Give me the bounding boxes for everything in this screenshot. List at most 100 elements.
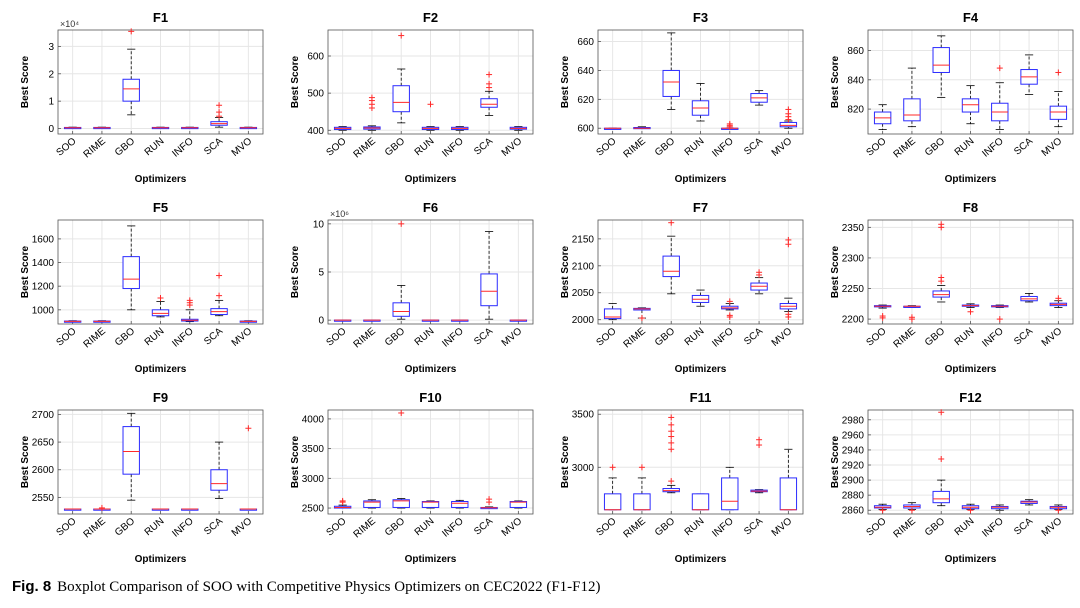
y-axis-label: Best Score bbox=[290, 55, 301, 108]
outlier-marker bbox=[785, 311, 792, 318]
iqr-box bbox=[961, 98, 980, 113]
axis-exponent: ×10⁴ bbox=[60, 19, 79, 29]
outlier-marker bbox=[216, 109, 223, 116]
chart-title: F3 bbox=[693, 10, 708, 25]
x-tick-label: MVO bbox=[1040, 516, 1065, 539]
x-tick-label: INFO bbox=[440, 136, 466, 160]
box-info bbox=[721, 120, 739, 130]
box-rime bbox=[93, 504, 111, 511]
x-tick-label: RUN bbox=[953, 136, 977, 158]
x-axis-label: Optimizers bbox=[135, 174, 187, 185]
box-gbo bbox=[662, 414, 680, 494]
x-tick-label: RUN bbox=[143, 136, 167, 158]
boxplot-svg: F11 3000 3500 Best Score SOO RIME GBO RUN INFO SC… bbox=[560, 390, 804, 565]
iqr-box bbox=[122, 426, 140, 475]
iqr-box bbox=[1049, 105, 1068, 120]
x-tick-label: RUN bbox=[683, 136, 707, 158]
figure-caption: Fig. 8 Boxplot Comparison of SOO with Com… bbox=[12, 578, 601, 596]
x-tick-label: GBO bbox=[923, 136, 947, 159]
iqr-box bbox=[779, 121, 798, 128]
box-info bbox=[181, 126, 199, 130]
boxplot-svg: F4 820 840 860 Best Score SOO RIME GBO RUN INFO SC… bbox=[830, 10, 1074, 185]
x-tick-label: SCA bbox=[472, 326, 495, 348]
outlier-marker bbox=[128, 28, 135, 35]
y-tick-label: 3500 bbox=[572, 410, 595, 421]
outlier-marker bbox=[756, 269, 763, 276]
x-tick-label: INFO bbox=[980, 326, 1006, 350]
x-tick-label: GBO bbox=[923, 326, 947, 349]
box-mvo bbox=[1049, 295, 1068, 308]
x-axis-label: Optimizers bbox=[945, 174, 997, 185]
x-axis-label: Optimizers bbox=[405, 554, 457, 565]
y-tick-label: 1200 bbox=[32, 282, 55, 293]
iqr-box bbox=[392, 499, 410, 508]
y-tick-label: 3500 bbox=[302, 444, 325, 455]
x-tick-label: GBO bbox=[653, 516, 677, 539]
iqr-box bbox=[603, 493, 622, 511]
outlier-marker bbox=[1055, 295, 1062, 302]
box-sca bbox=[480, 496, 498, 510]
y-tick-label: 400 bbox=[307, 126, 324, 137]
box-rime bbox=[633, 464, 651, 511]
boxplot-panel-f10: F10 2500 3000 3500 4000 Best Score SOO RIME GBO R… bbox=[280, 388, 550, 578]
box-sca bbox=[1020, 499, 1038, 506]
y-tick-label: 2900 bbox=[842, 476, 865, 487]
boxplot-panel-f5: F5 1000 1200 1400 1600 Best Score SOO RIME GBO RU… bbox=[10, 198, 280, 388]
y-tick-label: 640 bbox=[577, 66, 594, 77]
iqr-box bbox=[122, 256, 140, 290]
box-sca bbox=[480, 231, 498, 320]
chart-title: F6 bbox=[423, 200, 438, 215]
y-axis-label: Best Score bbox=[20, 435, 31, 488]
iqr-box bbox=[932, 47, 950, 73]
x-tick-label: INFO bbox=[170, 326, 196, 350]
figure-label: Fig. 8 bbox=[12, 578, 52, 595]
y-tick-label: 2050 bbox=[572, 288, 595, 299]
y-tick-label: 3000 bbox=[572, 463, 595, 474]
outlier-marker bbox=[398, 409, 405, 416]
iqr-box bbox=[603, 308, 622, 320]
outlier-marker bbox=[726, 120, 733, 127]
box-mvo bbox=[509, 500, 528, 509]
iqr-box bbox=[480, 273, 498, 307]
x-tick-label: RUN bbox=[683, 516, 707, 538]
x-tick-label: SOO bbox=[54, 326, 78, 349]
box-soo bbox=[63, 508, 82, 511]
outlier-marker bbox=[668, 219, 675, 226]
y-tick-label: 3000 bbox=[302, 474, 325, 485]
x-tick-label: SCA bbox=[1012, 516, 1035, 538]
box-sca bbox=[750, 90, 768, 106]
x-tick-label: RUN bbox=[413, 136, 437, 158]
x-tick-label: INFO bbox=[710, 136, 736, 160]
outlier-marker bbox=[1055, 507, 1062, 514]
axis-exponent: ×10⁶ bbox=[330, 209, 349, 219]
box-soo bbox=[603, 303, 622, 321]
boxplot-panel-f3: F3 600 620 640 660 Best Score SOO RIME GBO RUN INF… bbox=[550, 8, 820, 198]
x-tick-label: INFO bbox=[170, 516, 196, 540]
x-tick-label: GBO bbox=[113, 326, 137, 349]
x-tick-label: GBO bbox=[923, 516, 947, 539]
outlier-marker bbox=[756, 442, 763, 449]
iqr-box bbox=[779, 477, 798, 511]
box-gbo bbox=[932, 221, 950, 303]
x-axis-label: Optimizers bbox=[675, 364, 727, 375]
iqr-box bbox=[932, 490, 950, 504]
outlier-marker bbox=[486, 71, 493, 78]
x-tick-label: SOO bbox=[324, 516, 348, 539]
x-tick-label: SOO bbox=[54, 516, 78, 539]
box-info bbox=[721, 298, 739, 320]
boxplot-panel-f8: F8 2200 2250 2300 2350 Best Score SOO RIME GBO RU… bbox=[820, 198, 1080, 388]
box-sca bbox=[210, 441, 228, 499]
outlier-marker bbox=[398, 220, 405, 227]
x-tick-label: SOO bbox=[864, 136, 888, 159]
box-run bbox=[421, 500, 440, 509]
box-gbo bbox=[662, 32, 680, 110]
box-info bbox=[181, 508, 199, 511]
x-tick-label: RIME bbox=[352, 326, 378, 351]
y-tick-label: 1 bbox=[48, 97, 54, 108]
outlier-marker bbox=[785, 236, 792, 243]
box-rime bbox=[903, 502, 921, 514]
x-tick-label: MVO bbox=[770, 326, 795, 349]
box-run bbox=[691, 493, 710, 511]
